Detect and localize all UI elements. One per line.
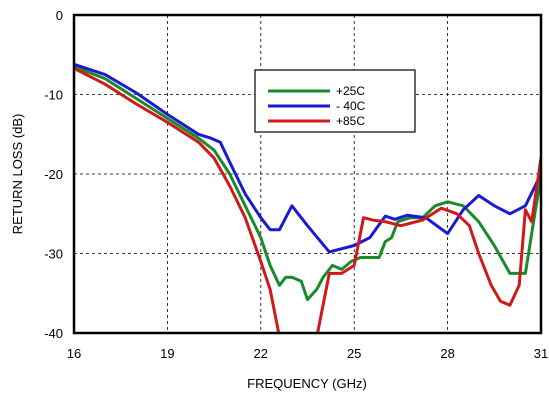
y-tick-label: -20 [44, 167, 63, 182]
x-tick-label: 16 [67, 346, 81, 361]
grid-lines [74, 15, 541, 333]
x-tick-labels: 16 19 22 25 28 31 [67, 346, 548, 361]
x-tick-label: 22 [254, 346, 268, 361]
x-axis-label: FREQUENCY (GHz) [247, 376, 367, 391]
series-line-2 [74, 66, 541, 333]
y-tick-labels: 0 -10 -20 -30 -40 [44, 8, 63, 341]
legend: +25C- 40C+85C [254, 69, 416, 133]
x-tick-label: 31 [534, 346, 548, 361]
series-line-1 [74, 62, 541, 254]
y-tick-label: -40 [44, 326, 63, 341]
y-tick-label: 0 [56, 8, 63, 23]
series-lines [74, 62, 541, 333]
legend-items: +25C- 40C+85C [268, 84, 366, 128]
y-axis-label: RETURN LOSS (dB) [10, 114, 25, 235]
x-tick-label: 25 [347, 346, 361, 361]
series-line-0 [74, 65, 541, 302]
legend-label: +85C [336, 114, 365, 128]
x-tick-label: 28 [440, 346, 454, 361]
legend-label: - 40C [336, 99, 366, 113]
y-tick-label: -30 [44, 247, 63, 262]
legend-label: +25C [336, 84, 365, 98]
plot-frame [72, 13, 543, 335]
y-tick-label: -10 [44, 88, 63, 103]
legend-box [254, 69, 416, 133]
x-tick-label: 19 [160, 346, 174, 361]
